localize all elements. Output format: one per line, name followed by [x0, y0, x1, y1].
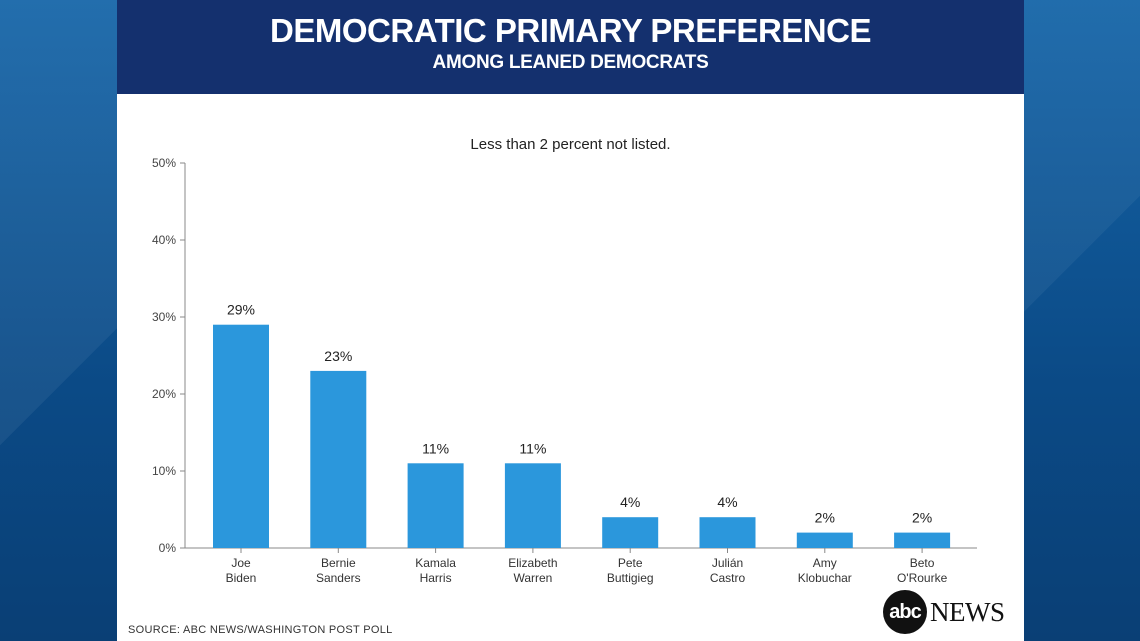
source-note: SOURCE: ABC NEWS/WASHINGTON POST POLL [128, 624, 393, 636]
bar [602, 517, 659, 548]
bar-value-label: 23% [324, 348, 352, 364]
x-tick-label: Julián [712, 556, 743, 570]
y-tick-label: 20% [152, 387, 176, 401]
bar [894, 532, 951, 548]
news-logo-text: NEWS [930, 596, 1005, 627]
x-tick-label: Amy [813, 556, 837, 570]
bar-value-label: 2% [912, 510, 932, 526]
bar [213, 324, 269, 548]
x-tick-label: Biden [226, 571, 257, 585]
bar-value-label: 2% [815, 510, 835, 526]
abc-news-logo: abc NEWS [883, 590, 1005, 634]
y-tick-label: 40% [152, 233, 176, 247]
bar-value-label: 4% [620, 494, 640, 510]
chart-panel: DEMOCRATIC PRIMARY PREFERENCE AMONG LEAN… [117, 0, 1024, 641]
x-tick-label: Harris [420, 571, 452, 585]
bar-value-label: 11% [519, 440, 546, 456]
chart-title: DEMOCRATIC PRIMARY PREFERENCE [270, 12, 871, 49]
chart-note: Less than 2 percent not listed. [470, 136, 671, 153]
bar [407, 463, 464, 548]
x-tick-label: Elizabeth [508, 556, 557, 570]
bar [796, 532, 853, 548]
chart-subtitle: AMONG LEANED DEMOCRATS [432, 52, 709, 73]
y-tick-label: 30% [152, 310, 176, 324]
x-tick-label: Buttigieg [607, 571, 654, 585]
y-tick-label: 50% [152, 156, 176, 170]
header-banner: DEMOCRATIC PRIMARY PREFERENCE AMONG LEAN… [117, 0, 1024, 94]
x-tick-label: Castro [710, 571, 746, 585]
bar [310, 370, 367, 548]
bar-value-label: 4% [717, 494, 737, 510]
bar-value-label: 29% [227, 302, 255, 318]
x-tick-label: Klobuchar [798, 571, 852, 585]
x-tick-label: Kamala [415, 556, 456, 570]
x-tick-label: Beto [910, 556, 935, 570]
x-tick-label: Warren [513, 571, 552, 585]
x-tick-label: O'Rourke [897, 571, 948, 585]
bar-value-label: 11% [422, 440, 449, 456]
bar [504, 463, 561, 548]
abc-logo-circle: abc [883, 590, 927, 634]
y-tick-label: 10% [152, 464, 176, 478]
bar [699, 517, 756, 548]
x-tick-label: Sanders [316, 571, 361, 585]
x-tick-label: Joe [231, 556, 251, 570]
y-tick-label: 0% [159, 541, 177, 555]
x-tick-label: Bernie [321, 556, 356, 570]
x-tick-label: Pete [618, 556, 643, 570]
